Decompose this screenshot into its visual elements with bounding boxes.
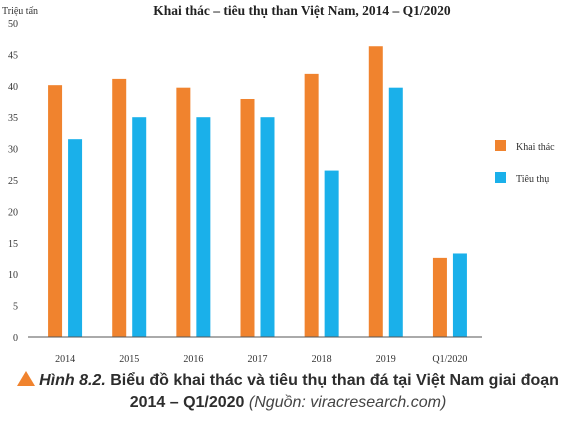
legend-label: Tiêu thụ bbox=[516, 174, 549, 185]
x-tick-label: 2016 bbox=[183, 354, 203, 365]
bars bbox=[48, 46, 467, 338]
bar-khai-thac bbox=[48, 85, 63, 337]
y-tick-label: 5 bbox=[13, 302, 18, 313]
y-tick-label: 20 bbox=[8, 207, 18, 218]
x-tick-label: 2019 bbox=[376, 354, 396, 365]
x-tick-label: 2014 bbox=[55, 354, 75, 365]
legend-label: Khai thác bbox=[516, 142, 555, 153]
y-tick-label: 10 bbox=[8, 270, 18, 281]
x-tick-label: 2018 bbox=[312, 354, 332, 365]
y-tick-label: 40 bbox=[8, 82, 18, 93]
triangle-icon bbox=[17, 371, 36, 386]
y-tick-label: 0 bbox=[13, 333, 18, 344]
figure-number: Hình 8.2. bbox=[39, 372, 106, 389]
y-axis: 0 5 10 15 20 25 30 35 40 45 50 bbox=[8, 19, 18, 344]
x-tick-label: Q1/2020 bbox=[432, 354, 467, 365]
legend-swatch bbox=[495, 172, 506, 183]
figure-caption-text: Biểu đồ khai thác và tiêu thụ than đá tạ… bbox=[110, 372, 559, 411]
x-axis: 2014 2015 2016 2017 2018 2019 Q1/2020 bbox=[28, 336, 482, 365]
bar-chart-svg: Khai thác – tiêu thụ than Việt Nam, 2014… bbox=[2, 3, 555, 365]
y-tick-label: 15 bbox=[8, 239, 18, 250]
bar-khai-thac bbox=[432, 257, 447, 337]
y-tick-label: 30 bbox=[8, 145, 18, 156]
bar-tieu-thu bbox=[132, 117, 147, 337]
bar-tieu-thu bbox=[452, 253, 467, 337]
x-tick-label: 2017 bbox=[248, 354, 268, 365]
bar-tieu-thu bbox=[260, 117, 275, 337]
y-tick-label: 25 bbox=[8, 176, 18, 187]
y-tick-label: 45 bbox=[8, 50, 18, 61]
bar-khai-thac bbox=[240, 98, 255, 337]
bar-khai-thac bbox=[304, 73, 319, 338]
legend: Khai thác Tiêu thụ bbox=[495, 140, 555, 185]
y-axis-label: Triệu tấn bbox=[2, 6, 38, 17]
bar-khai-thac bbox=[176, 87, 191, 338]
bar-tieu-thu bbox=[68, 139, 83, 337]
bar-tieu-thu bbox=[388, 87, 403, 338]
y-tick-label: 50 bbox=[8, 19, 18, 30]
chart-title: Khai thác – tiêu thụ than Việt Nam, 2014… bbox=[153, 3, 451, 18]
y-tick-label: 35 bbox=[8, 113, 18, 124]
figure-source: (Nguồn: viracresearch.com) bbox=[248, 394, 447, 411]
bar-khai-thac bbox=[368, 46, 383, 338]
x-tick-label: 2015 bbox=[119, 354, 139, 365]
bar-tieu-thu bbox=[196, 117, 211, 337]
bar-tieu-thu bbox=[324, 170, 339, 337]
figure-caption: Hình 8.2. Biểu đồ khai thác và tiêu thụ … bbox=[0, 370, 576, 414]
legend-swatch bbox=[495, 140, 506, 151]
bar-khai-thac bbox=[112, 78, 127, 337]
